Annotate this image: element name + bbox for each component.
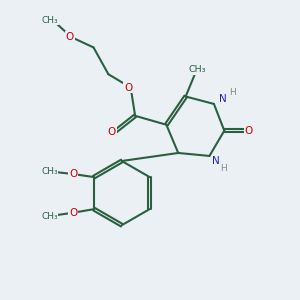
Text: O: O	[69, 169, 77, 179]
Text: H: H	[220, 164, 226, 173]
Text: CH₃: CH₃	[41, 167, 58, 176]
Text: O: O	[108, 127, 116, 137]
Text: CH₃: CH₃	[189, 65, 206, 74]
Text: N: N	[212, 156, 220, 166]
Text: H: H	[229, 88, 236, 97]
Text: N: N	[219, 94, 227, 103]
Text: CH₃: CH₃	[41, 212, 58, 221]
Text: O: O	[124, 82, 132, 93]
Text: O: O	[245, 126, 253, 136]
Text: O: O	[69, 208, 77, 218]
Text: CH₃: CH₃	[41, 16, 58, 25]
Text: O: O	[66, 32, 74, 42]
